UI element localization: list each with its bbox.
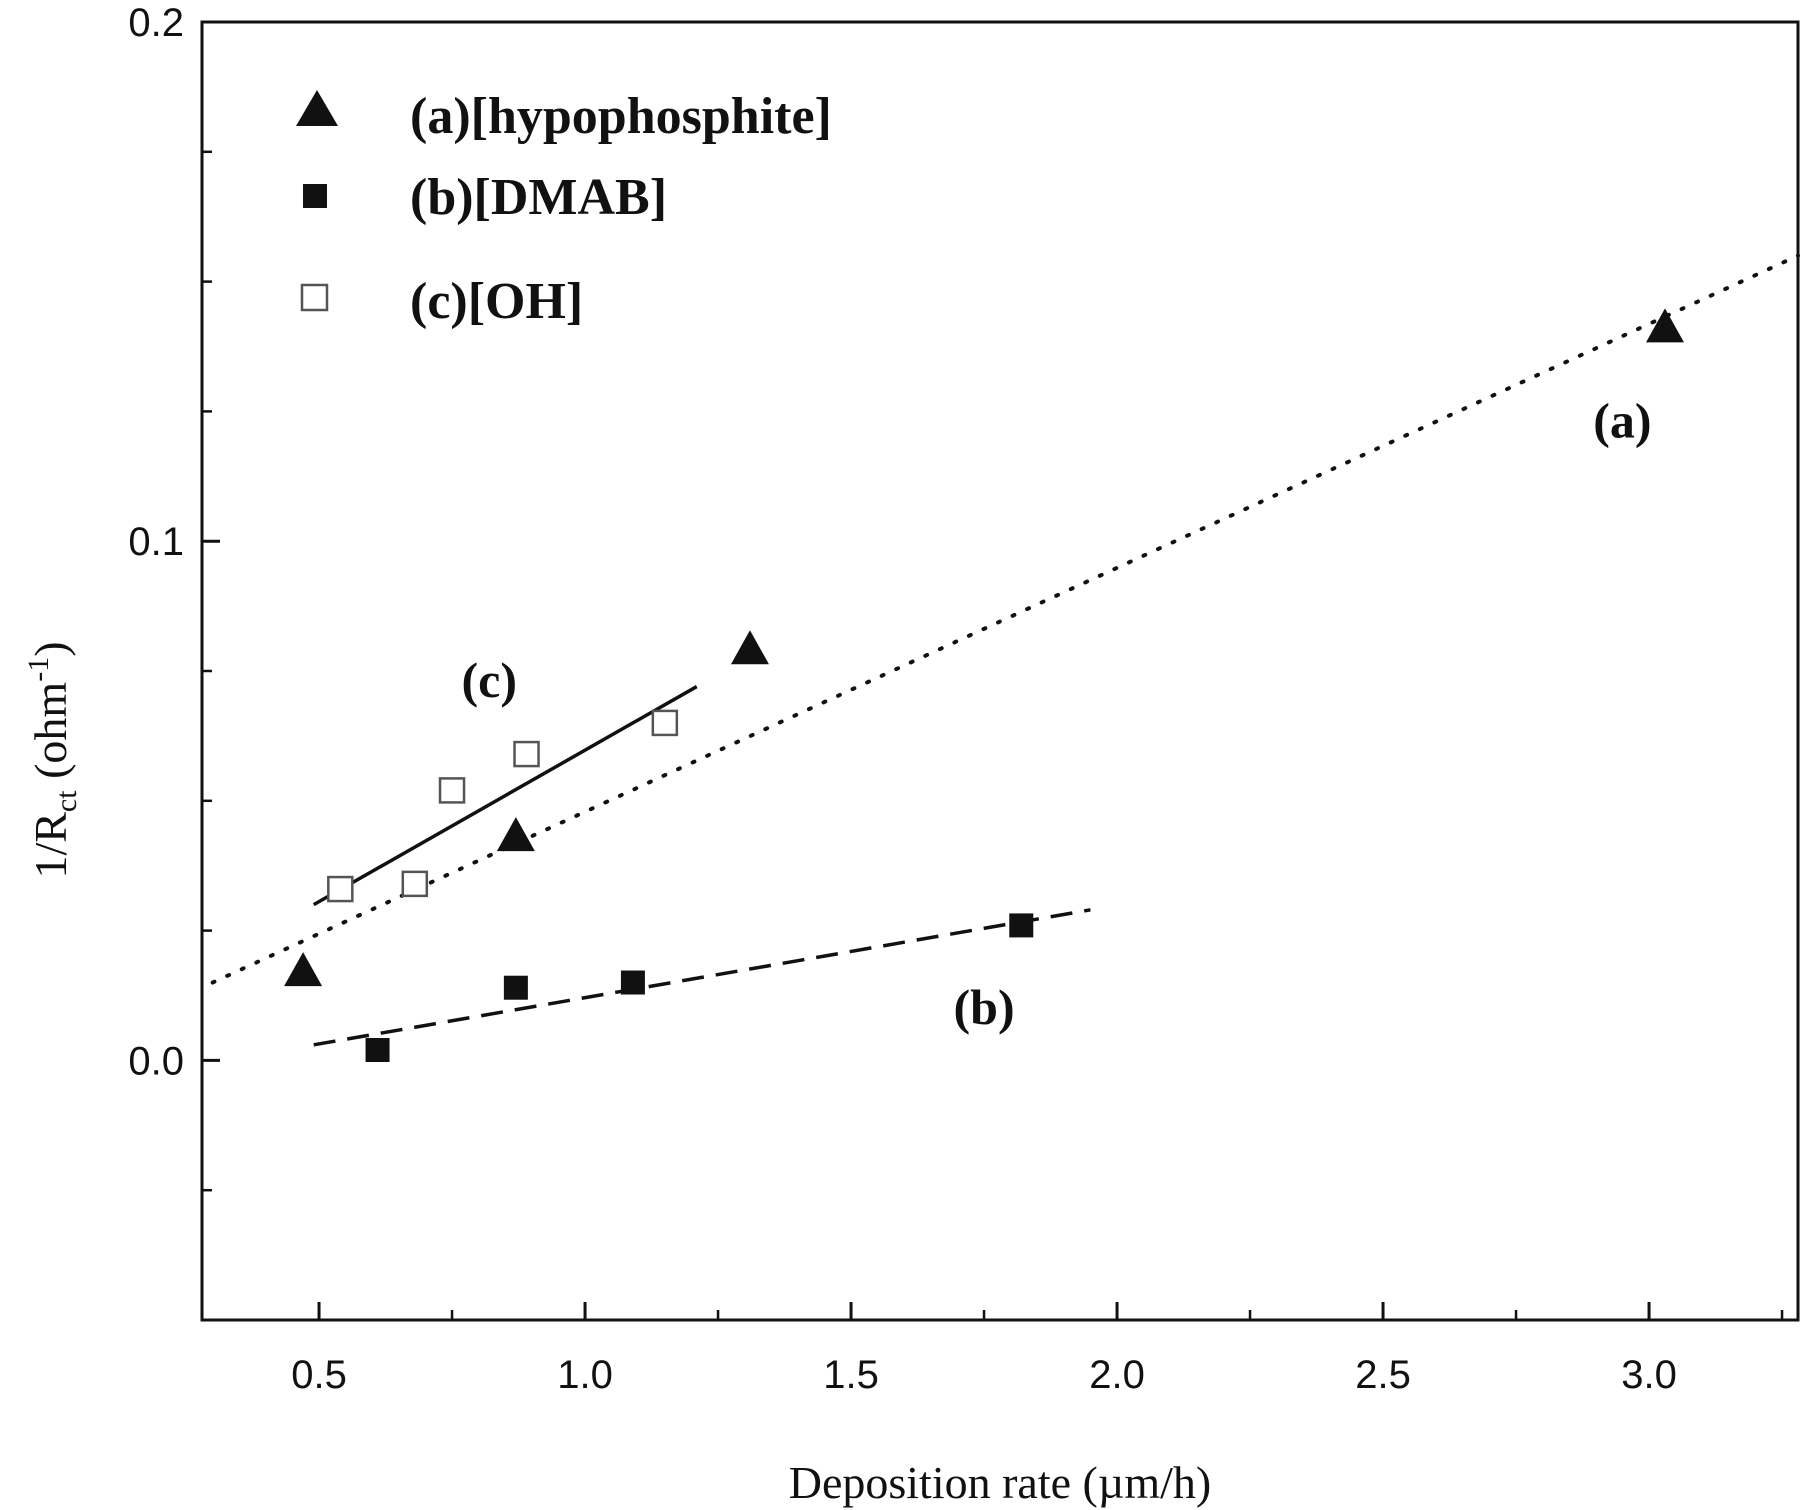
y-axis-title-unit: (ohm bbox=[25, 682, 76, 791]
y-axis-title-close: ) bbox=[25, 641, 76, 656]
fit-line-c bbox=[312, 685, 698, 907]
fit-line-b bbox=[313, 908, 1091, 1047]
y-axis-title: 1/Rct (ohm-1) bbox=[22, 641, 83, 878]
triangle-point bbox=[284, 952, 323, 987]
y-tick-label: 0.0 bbox=[128, 1039, 184, 1083]
x-axis-title: Deposition rate (µm/h) bbox=[789, 1457, 1212, 1508]
x-tick-label: 1.5 bbox=[823, 1353, 879, 1397]
open-square-point bbox=[651, 709, 679, 737]
legend-marker-triangle bbox=[296, 90, 338, 126]
open-square-point bbox=[513, 740, 540, 768]
open-square-point bbox=[401, 870, 429, 898]
annotation-b: (b) bbox=[953, 979, 1014, 1035]
filled-square-point bbox=[1009, 913, 1034, 938]
y-axis-title-sup: -1 bbox=[22, 657, 55, 682]
triangle-point bbox=[730, 630, 769, 665]
filled-square-point bbox=[620, 970, 645, 995]
y-axis-title-main: 1/R bbox=[25, 812, 76, 879]
x-tick-label: 0.5 bbox=[291, 1353, 347, 1397]
x-tick-label: 2.5 bbox=[1355, 1353, 1411, 1397]
x-tick-label: 3.0 bbox=[1621, 1353, 1677, 1397]
y-tick-label: 0.2 bbox=[128, 1, 184, 45]
legend-label-b: (b)[DMAB] bbox=[410, 169, 667, 226]
legend-marker-filled-square bbox=[303, 184, 327, 208]
x-tick-label: 1.0 bbox=[557, 1353, 613, 1397]
legend-label-a: (a)[hypophosphite] bbox=[410, 88, 832, 145]
filled-square-point bbox=[503, 975, 528, 1000]
legend-label-c: (c)[OH] bbox=[410, 273, 583, 330]
triangle-point bbox=[496, 817, 535, 852]
annotation-c: (c) bbox=[462, 652, 518, 708]
legend-marker-open-square bbox=[300, 283, 329, 312]
open-square-point bbox=[438, 777, 466, 804]
fit-line-a bbox=[210, 253, 1800, 985]
filled-square-point bbox=[365, 1038, 390, 1063]
open-square-point bbox=[327, 875, 354, 903]
x-tick-label: 2.0 bbox=[1089, 1353, 1145, 1397]
annotation-a: (a) bbox=[1593, 392, 1651, 448]
legend: (a)[hypophosphite] (b)[DMAB] (c)[OH] bbox=[296, 88, 832, 330]
y-axis-title-sub: ct bbox=[50, 790, 83, 812]
triangle-point bbox=[1646, 308, 1684, 343]
y-tick-label: 0.1 bbox=[128, 520, 184, 564]
